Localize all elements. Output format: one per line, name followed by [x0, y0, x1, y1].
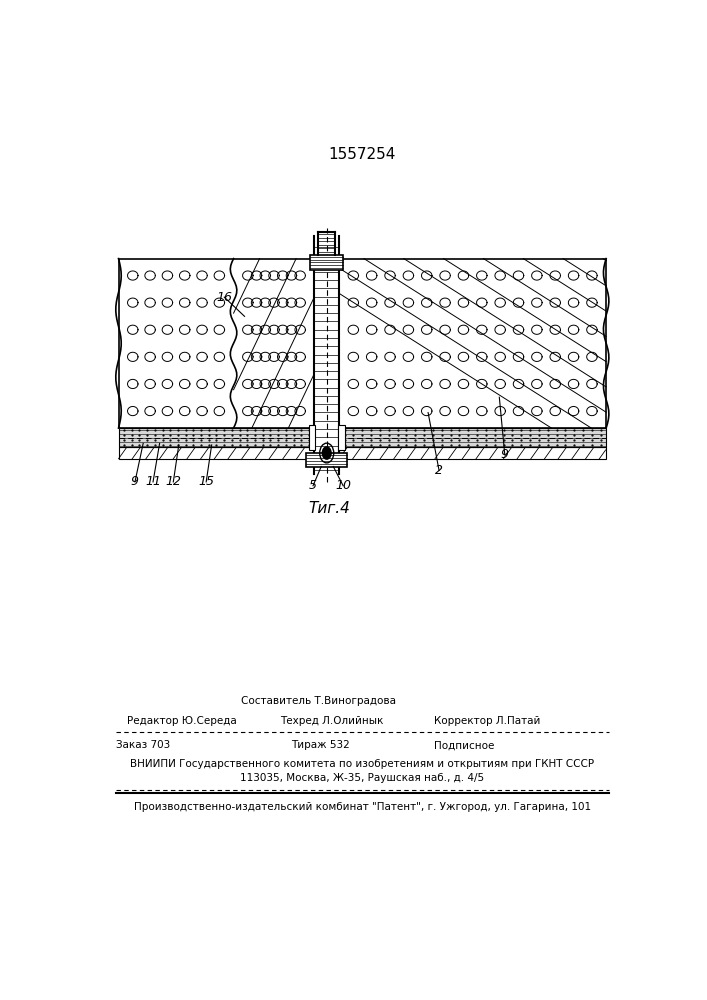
Text: 9: 9 [131, 475, 139, 488]
Bar [338, 425, 344, 450]
Text: Заказ 703: Заказ 703 [116, 740, 170, 750]
Text: 12: 12 [165, 475, 181, 488]
Text: 113035, Москва, Ж-35, Раушская наб., д. 4/5: 113035, Москва, Ж-35, Раушская наб., д. … [240, 773, 484, 783]
Text: 10: 10 [335, 479, 351, 492]
Circle shape [322, 447, 331, 459]
Text: Техред Л.Олийнык: Техред Л.Олийнык [280, 716, 383, 726]
Text: Тираж 532: Тираж 532 [291, 740, 350, 750]
Text: Редактор Ю.Середа: Редактор Ю.Середа [127, 716, 236, 726]
Text: Τиг.4: Τиг.4 [308, 501, 351, 516]
Polygon shape [119, 259, 315, 428]
Polygon shape [339, 259, 606, 428]
Bar [306, 453, 347, 466]
Text: 2: 2 [435, 464, 443, 477]
Text: Составитель Т.Виноградова: Составитель Т.Виноградова [241, 696, 396, 706]
Text: 15: 15 [198, 475, 214, 488]
Text: 16: 16 [216, 291, 233, 304]
Text: 5: 5 [309, 479, 317, 492]
Text: ВНИИПИ Государственного комитета по изобретениям и открытиям при ГКНТ СССР: ВНИИПИ Государственного комитета по изоб… [130, 759, 595, 769]
Polygon shape [339, 447, 606, 459]
Text: 11: 11 [145, 475, 161, 488]
Polygon shape [119, 447, 315, 459]
Bar [339, 428, 606, 447]
Text: 9: 9 [501, 448, 509, 461]
Text: 1557254: 1557254 [329, 147, 396, 162]
Text: Производственно-издательский комбинат "Патент", г. Ужгород, ул. Гагарина, 101: Производственно-издательский комбинат "П… [134, 802, 591, 812]
Bar [310, 255, 343, 270]
Bar [309, 425, 315, 450]
Bar [119, 428, 315, 447]
Text: Подписное: Подписное [433, 740, 494, 750]
Text: Корректор Л.Патай: Корректор Л.Патай [433, 716, 540, 726]
